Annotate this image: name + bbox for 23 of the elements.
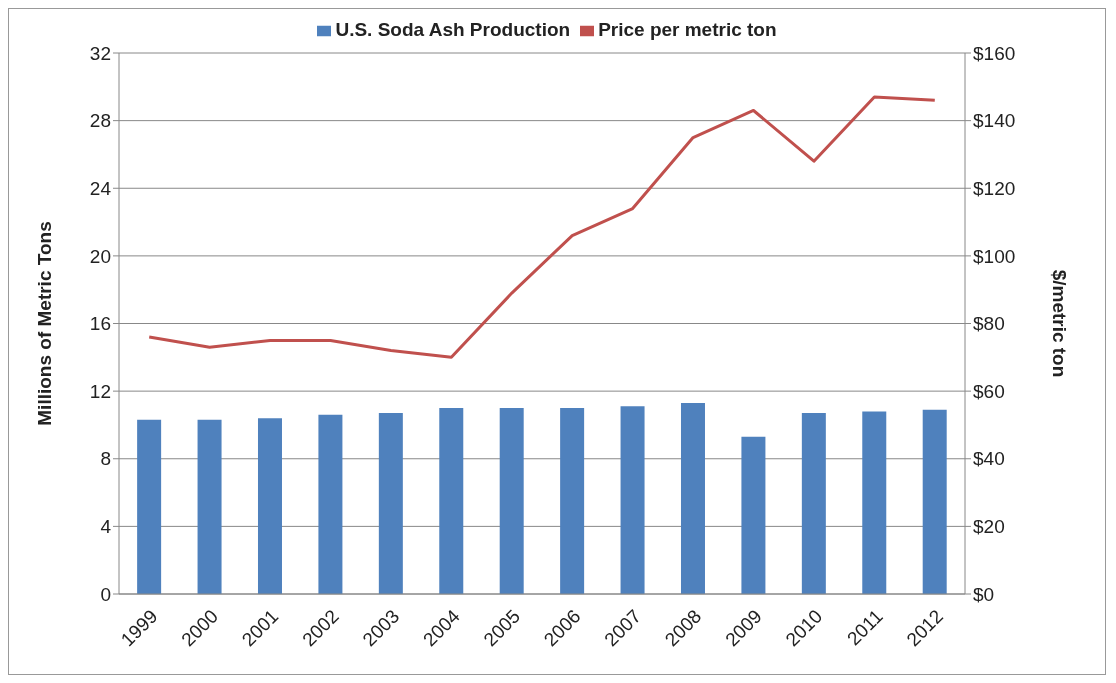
y-axis-title: Millions of Metric Tons — [33, 221, 55, 426]
line-series — [147, 95, 937, 359]
y-tick-label: 12 — [89, 380, 111, 402]
y2-tick-label: $100 — [973, 245, 1016, 267]
y-tick-label: 32 — [89, 42, 111, 64]
y-tick-label: 0 — [100, 583, 111, 605]
y2-tick-label: $20 — [973, 516, 1005, 538]
y-tick-label: 20 — [89, 245, 111, 267]
y2-tick-label: $80 — [973, 313, 1005, 335]
y2-axis-title: $/metric ton — [1049, 269, 1071, 378]
y2-tick-label: $140 — [973, 110, 1016, 132]
y-tick-label: 4 — [100, 516, 112, 538]
y2-tick-label: $40 — [973, 448, 1005, 470]
y-tick-label: 28 — [89, 110, 111, 132]
y-tick-label: 24 — [89, 177, 112, 199]
y2-tick-label: $120 — [973, 177, 1016, 199]
y2-tick-label: $0 — [973, 583, 995, 605]
y-tick-label: 16 — [89, 313, 111, 335]
y2-tick-label: $60 — [973, 380, 1005, 402]
y2-tick-label: $160 — [973, 42, 1016, 64]
legend-label: U.S. Soda Ash Production — [335, 19, 571, 40]
y-tick-label: 8 — [100, 448, 111, 470]
legend-label: Price per metric ton — [598, 19, 777, 40]
